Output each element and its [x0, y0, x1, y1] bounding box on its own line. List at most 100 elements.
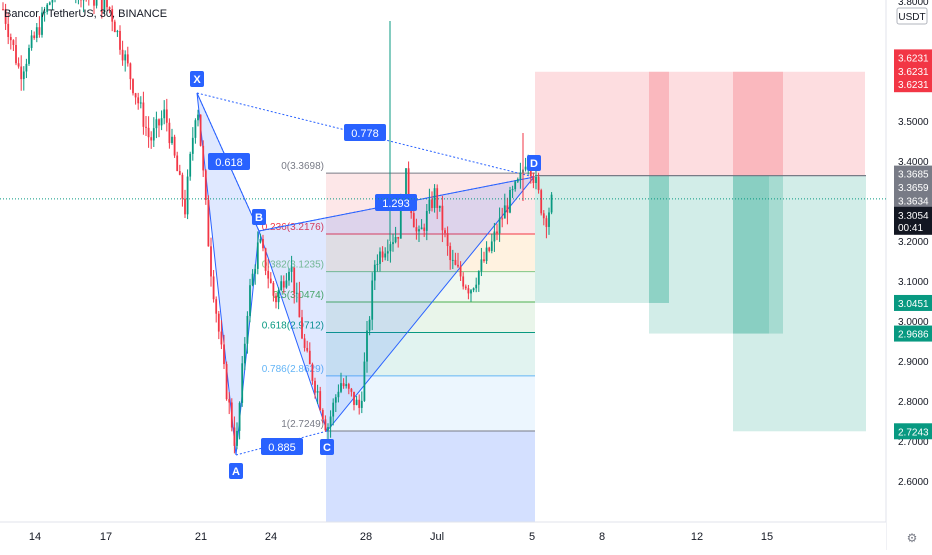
candle-body	[143, 103, 145, 127]
price-tag-label: 3.0451	[898, 299, 929, 310]
candle-body	[187, 177, 189, 215]
pattern-point-d: D	[530, 158, 538, 170]
candle-body	[273, 283, 275, 296]
stop-zone-overlap-2	[733, 72, 783, 176]
ratio-abc: 0.885	[268, 442, 296, 454]
candle-body	[153, 128, 155, 140]
target-overlap-1	[649, 176, 669, 303]
candle-body	[416, 227, 418, 231]
x-tick-label: 8	[599, 531, 605, 543]
target-zone-1	[535, 176, 669, 303]
candle-body	[496, 231, 498, 233]
candle-body	[166, 109, 168, 122]
candle-body	[119, 31, 121, 50]
y-tick-label: 3.8000	[898, 0, 929, 8]
candle-body	[13, 40, 15, 45]
candle-body	[249, 285, 251, 316]
candle-body	[20, 67, 22, 80]
candle-body	[499, 218, 501, 233]
candle-body	[184, 199, 186, 215]
candle-body	[96, 0, 98, 6]
candle-body	[309, 351, 311, 364]
x-tick-label: 5	[529, 531, 535, 543]
candle-body	[525, 167, 527, 170]
pattern-point-x: X	[193, 74, 201, 86]
candle-body	[317, 391, 319, 393]
candle-body	[327, 427, 329, 430]
x-tick-label: 15	[761, 531, 773, 543]
x-tick-label: 24	[265, 531, 277, 543]
candle-body	[257, 242, 259, 268]
candle-body	[150, 137, 152, 140]
x-tick-label: 17	[100, 531, 112, 543]
candle-body	[447, 233, 449, 246]
ratio-xab: 0.618	[215, 157, 243, 169]
candle-body	[236, 431, 238, 446]
candle-body	[145, 127, 147, 128]
candle-body	[322, 410, 324, 419]
candle-body	[535, 177, 537, 183]
candle-body	[543, 213, 545, 218]
candle-body	[262, 239, 264, 248]
candle-body	[213, 276, 215, 299]
candle-body	[26, 64, 28, 72]
candle-body	[356, 400, 358, 405]
candle-body	[223, 344, 225, 364]
candle-body	[239, 403, 241, 431]
candle-body	[124, 54, 126, 60]
price-tag-label: 3.6231	[898, 53, 929, 64]
candle-body	[140, 103, 142, 104]
candle-body	[132, 79, 134, 93]
candle-body	[335, 397, 337, 402]
candle-body	[278, 290, 280, 302]
ratio-bcd: 1.293	[382, 198, 410, 210]
candle-body	[158, 119, 160, 125]
candle-body	[234, 428, 236, 446]
candle-body	[548, 212, 550, 226]
candle-body	[244, 344, 246, 364]
candle-body	[538, 177, 540, 190]
candle-body	[439, 206, 441, 208]
candle-body	[49, 2, 51, 4]
candle-body	[39, 27, 41, 35]
candle-body	[280, 281, 282, 290]
candle-body	[23, 71, 25, 79]
x-tick-label: Jul	[430, 531, 444, 543]
candle-body	[353, 392, 355, 405]
candle-body	[457, 265, 459, 267]
candle-body	[377, 264, 379, 265]
candle-body	[7, 24, 9, 37]
candle-body	[197, 115, 199, 121]
candle-body	[366, 331, 368, 362]
pattern-point-a: A	[232, 466, 240, 478]
candle-body	[512, 189, 514, 190]
candle-body	[374, 265, 376, 281]
candle-body	[169, 123, 171, 143]
candle-body	[293, 267, 295, 293]
candle-body	[325, 419, 327, 430]
candle-body	[18, 63, 20, 66]
candle-body	[288, 272, 290, 281]
y-tick-label: 3.2000	[898, 237, 929, 248]
candle-body	[491, 241, 493, 250]
candle-body	[275, 296, 277, 302]
candle-body	[312, 364, 314, 381]
candle-body	[291, 267, 293, 271]
candle-body	[426, 211, 428, 231]
candle-body	[135, 93, 137, 97]
x-tick-label: 12	[691, 531, 703, 543]
candle-body	[405, 168, 407, 196]
candle-body	[301, 317, 303, 338]
candle-body	[486, 248, 488, 261]
candle-body	[494, 231, 496, 241]
candle-body	[252, 274, 254, 286]
y-tick-label: 2.8000	[898, 397, 929, 408]
candle-body	[218, 314, 220, 332]
price-tag-label: 2.7243	[898, 427, 929, 438]
y-tick-label: 3.1000	[898, 277, 929, 288]
candle-body	[429, 199, 431, 211]
candle-body	[345, 384, 347, 386]
candle-body	[215, 299, 217, 313]
candle-body	[306, 348, 308, 351]
